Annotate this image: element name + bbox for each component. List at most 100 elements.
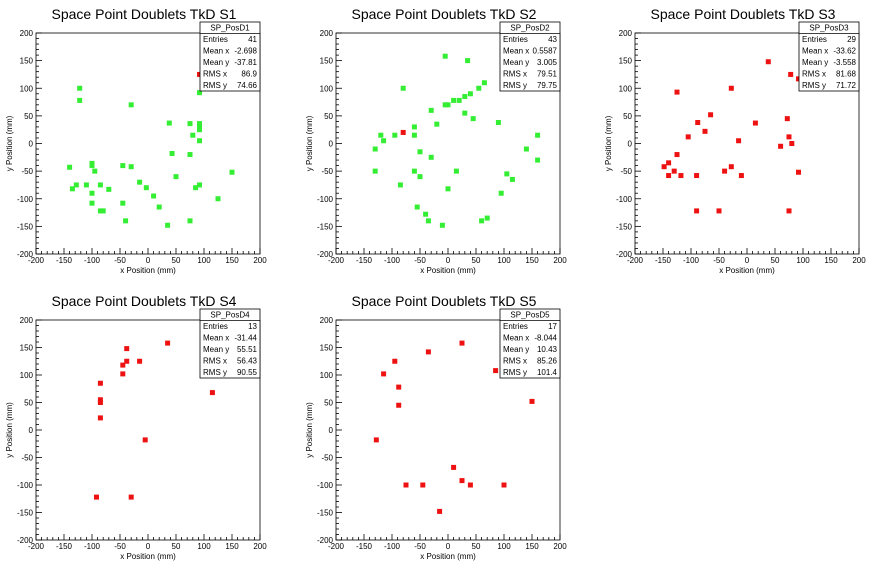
y-tick-label: -150 bbox=[616, 222, 633, 231]
x-tick-label: 100 bbox=[796, 256, 810, 265]
data-point bbox=[190, 132, 196, 138]
x-tick-label: 0 bbox=[446, 542, 451, 551]
data-point bbox=[187, 152, 193, 158]
x-axis-label: x Position (mm) bbox=[420, 552, 476, 561]
y-axis-label: y Position (mm) bbox=[5, 115, 14, 171]
data-point bbox=[678, 173, 684, 179]
data-point bbox=[428, 154, 434, 160]
data-point bbox=[501, 482, 507, 488]
data-point bbox=[92, 168, 98, 174]
data-point bbox=[77, 85, 83, 91]
stats-box: SP_PosD1 Entries 41 Mean x -2.698 Mean y -37.8… bbox=[199, 21, 261, 92]
data-point bbox=[143, 185, 149, 191]
data-point bbox=[411, 132, 417, 138]
x-axis-label: x Position (mm) bbox=[120, 552, 176, 561]
x-tick-label: 50 bbox=[472, 542, 481, 551]
data-point bbox=[439, 222, 445, 228]
x-tick-label: -50 bbox=[414, 256, 426, 265]
data-point bbox=[788, 71, 794, 77]
x-tick-label: 0 bbox=[146, 256, 151, 265]
data-point bbox=[453, 168, 459, 174]
stats-name: SP_PosD5 bbox=[510, 311, 550, 320]
data-point bbox=[83, 182, 89, 188]
y-tick-label: 50 bbox=[324, 399, 333, 408]
data-point bbox=[509, 176, 515, 182]
x-tick-label: -50 bbox=[414, 542, 426, 551]
x-tick-label: -200 bbox=[328, 542, 345, 551]
stats-value: 71.72 bbox=[836, 81, 857, 90]
y-tick-label: -150 bbox=[17, 222, 34, 231]
stats-label: Entries bbox=[503, 35, 528, 44]
data-point bbox=[197, 182, 203, 188]
y-tick-label: -100 bbox=[17, 195, 34, 204]
x-tick-label: 50 bbox=[172, 542, 181, 551]
x-tick-label: -100 bbox=[384, 542, 401, 551]
data-point bbox=[778, 143, 784, 149]
data-point bbox=[434, 121, 440, 127]
data-point bbox=[97, 380, 103, 386]
stats-value: 43 bbox=[548, 35, 557, 44]
stats-box: SP_PosD4 Entries 13 Mean x -31.44 Mean y 55.51… bbox=[199, 308, 261, 379]
y-tick-label: -200 bbox=[317, 536, 334, 545]
y-tick-label: 50 bbox=[324, 112, 333, 121]
data-point bbox=[529, 398, 535, 404]
x-tick-label: 100 bbox=[197, 542, 211, 551]
data-point bbox=[120, 362, 126, 368]
y-tick-label: 0 bbox=[628, 140, 633, 149]
x-tick-label: -100 bbox=[384, 256, 401, 265]
stats-name: SP_PosD3 bbox=[809, 24, 849, 33]
stats-value: -3.558 bbox=[833, 58, 856, 67]
stats-box: SP_PosD5 Entries 17 Mean x -8.044 Mean y 10.43… bbox=[499, 308, 561, 379]
data-point bbox=[535, 157, 541, 163]
data-point bbox=[392, 132, 398, 138]
x-tick-label: -150 bbox=[655, 256, 672, 265]
data-point bbox=[459, 478, 465, 484]
data-point bbox=[396, 384, 402, 390]
data-point bbox=[411, 124, 417, 130]
data-point bbox=[89, 190, 95, 196]
scatter-panel-3: Space Point Doublets TkD S3 -200 -150 -100 -… bbox=[604, 6, 866, 275]
y-tick-label: 50 bbox=[24, 399, 33, 408]
stats-label: Entries bbox=[203, 35, 228, 44]
y-axis-label: y Position (mm) bbox=[305, 402, 314, 458]
data-point bbox=[378, 132, 384, 138]
data-point bbox=[694, 208, 700, 214]
x-tick-label: -150 bbox=[356, 256, 373, 265]
stats-value: -37.81 bbox=[234, 58, 257, 67]
data-point bbox=[372, 168, 378, 174]
stats-label: RMS y bbox=[203, 81, 227, 90]
x-tick-label: 100 bbox=[497, 542, 511, 551]
x-axis-label: x Position (mm) bbox=[120, 266, 176, 275]
data-point bbox=[215, 196, 221, 202]
data-point bbox=[123, 218, 129, 224]
data-point bbox=[209, 390, 215, 396]
data-point bbox=[796, 169, 802, 175]
stats-label: RMS y bbox=[802, 81, 826, 90]
chart-title: Space Point Doublets TkD S3 bbox=[651, 6, 836, 22]
x-tick-label: -200 bbox=[328, 256, 345, 265]
x-tick-label: -50 bbox=[713, 256, 725, 265]
data-point bbox=[381, 138, 387, 144]
data-point bbox=[420, 482, 426, 488]
data-point bbox=[481, 80, 487, 86]
stats-label: Mean y bbox=[503, 345, 529, 354]
y-tick-label: 150 bbox=[20, 344, 34, 353]
data-point bbox=[451, 97, 457, 103]
data-point bbox=[442, 53, 448, 59]
data-point bbox=[425, 218, 431, 224]
x-tick-label: 150 bbox=[225, 256, 239, 265]
x-axis-label: x Position (mm) bbox=[719, 266, 775, 275]
data-point bbox=[106, 186, 112, 192]
data-point bbox=[197, 90, 203, 96]
data-point bbox=[786, 134, 792, 140]
data-point bbox=[535, 132, 541, 138]
data-point bbox=[77, 97, 83, 103]
data-point bbox=[165, 222, 171, 228]
stats-box: SP_PosD3 Entries 29 Mean x -33.62 Mean y -3.55… bbox=[798, 21, 860, 92]
x-tick-label: -150 bbox=[56, 542, 73, 551]
data-point bbox=[400, 129, 406, 135]
data-point bbox=[128, 102, 134, 108]
data-point bbox=[752, 120, 758, 126]
stats-value: 3.005 bbox=[537, 58, 558, 67]
data-point bbox=[661, 164, 667, 170]
